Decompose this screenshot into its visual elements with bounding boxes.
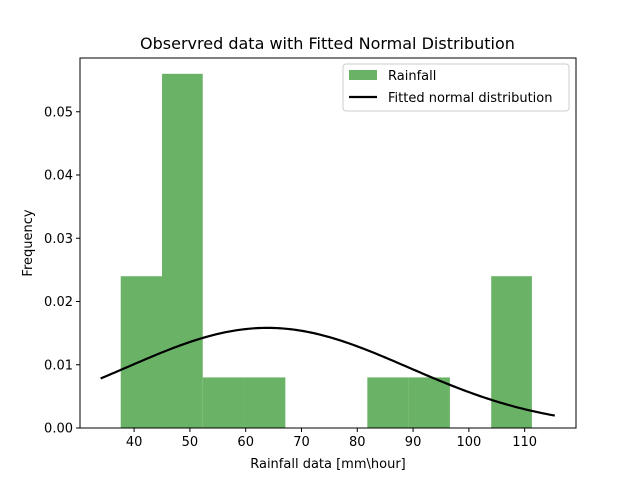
histogram-bar-1 bbox=[120, 276, 163, 428]
fitted-normal-curve bbox=[100, 326, 555, 417]
histogram-bar-4 bbox=[244, 377, 286, 428]
y-tick-label-3: 0.03 bbox=[44, 232, 73, 247]
x-tick-label-60: 60 bbox=[237, 435, 254, 450]
y-tick-label-0: 0.00 bbox=[44, 422, 73, 437]
legend: Rainfall Fitted normal distribution bbox=[342, 63, 570, 112]
y-tick-label-4: 0.04 bbox=[44, 169, 73, 184]
legend-label-fitted: Fitted normal distribution bbox=[388, 91, 553, 106]
x-tick-label-80: 80 bbox=[349, 435, 366, 450]
histogram-bar-7 bbox=[367, 377, 409, 428]
x-tick-label-100: 100 bbox=[456, 435, 481, 450]
x-tick-label-50: 50 bbox=[182, 435, 199, 450]
legend-swatch-rainfall bbox=[349, 70, 377, 80]
y-tick-label-5: 0.05 bbox=[44, 105, 73, 120]
y-axis-ticks: 0.00 0.01 0.02 0.03 0.04 0.05 bbox=[44, 105, 80, 437]
x-axis-label: Rainfall data [mm\hour] bbox=[250, 457, 406, 472]
histogram-bars bbox=[120, 73, 532, 429]
plot-frame bbox=[79, 57, 577, 429]
x-tick-label-90: 90 bbox=[405, 435, 422, 450]
x-tick-label-40: 40 bbox=[126, 435, 143, 450]
x-axis-ticks: 40 50 60 70 80 90 100 110 bbox=[126, 428, 537, 450]
y-tick-label-2: 0.02 bbox=[44, 295, 73, 310]
chart-title: Observred data with Fitted Normal Distri… bbox=[140, 34, 515, 53]
legend-label-rainfall: Rainfall bbox=[388, 69, 436, 84]
y-tick-label-1: 0.01 bbox=[44, 358, 73, 373]
y-axis-label: Frequency bbox=[21, 209, 36, 276]
x-tick-label-70: 70 bbox=[293, 435, 310, 450]
legend-box bbox=[342, 63, 570, 112]
histogram-bar-3 bbox=[202, 377, 245, 428]
x-tick-label-110: 110 bbox=[512, 435, 537, 450]
histogram-bar-8 bbox=[408, 377, 450, 428]
histogram-bar-2 bbox=[162, 73, 203, 429]
